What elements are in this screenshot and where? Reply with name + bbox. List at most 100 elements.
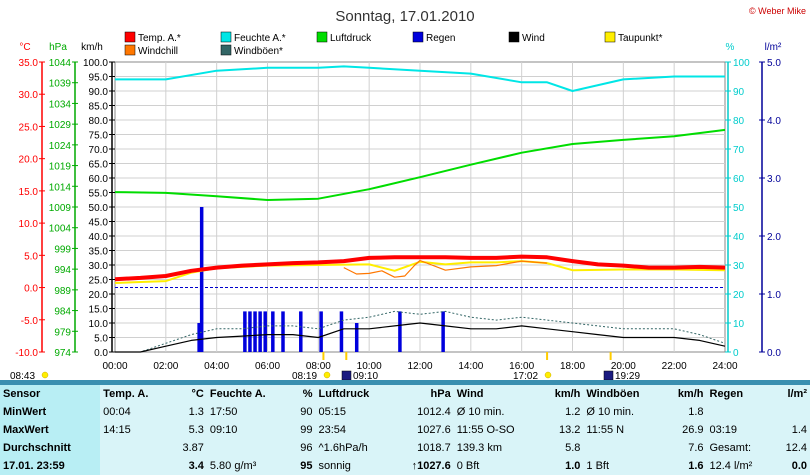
- rain-tick-label: 2.0: [767, 232, 781, 243]
- x-tick-label: 00:00: [102, 361, 127, 372]
- summary-header-cell: km/h: [540, 385, 584, 403]
- wind-tick-label: 95.0: [89, 73, 109, 84]
- wind-tick-label: 85.0: [89, 102, 109, 113]
- summary-cell: 11:55 N: [583, 421, 664, 439]
- x-tick-label: 10:00: [357, 361, 382, 372]
- sun-icon: [323, 371, 331, 379]
- summary-cell: 14:15: [100, 421, 170, 439]
- summary-cell: 5.80 g/m³: [206, 457, 291, 475]
- windchill-line: [343, 259, 548, 278]
- summary-cell: 3.87: [169, 439, 207, 457]
- legend-swatch: [508, 31, 520, 43]
- summary-header-cell: Feuchte A.: [206, 385, 291, 403]
- legend-label: Feuchte A.*: [234, 33, 286, 44]
- rain-bars: [197, 207, 445, 352]
- summary-cell: 12.4: [772, 439, 810, 457]
- x-tick-label: 12:00: [407, 361, 432, 372]
- rain-bar: [441, 311, 445, 352]
- legend-label: Taupunkt*: [618, 33, 663, 44]
- pressure-tick-label: 1029: [49, 120, 72, 131]
- summary-header-cell: Regen: [706, 385, 773, 403]
- x-tick-label: 24:00: [712, 361, 737, 372]
- rain-tick-label: 5.0: [767, 58, 781, 69]
- pressure-tick-label: 1019: [49, 162, 72, 173]
- humidity-tick-label: 100: [733, 58, 750, 69]
- temp-tick-label: 10.0: [19, 219, 39, 230]
- summary-cell: 0.0: [772, 457, 810, 475]
- summary-cell: 11:55 O-SO: [453, 421, 541, 439]
- rain-bar: [197, 323, 201, 352]
- summary-cell: MaxWert: [0, 421, 101, 439]
- weather-chart: Sonntag, 17.01.2010 © Weber Mike Temp. A…: [10, 6, 806, 380]
- legend-label: Regen: [426, 33, 455, 44]
- legend-swatch: [412, 31, 424, 43]
- temp-tick-label: 5.0: [24, 251, 38, 262]
- temp-tick-label: -10.0: [15, 348, 38, 359]
- rain-bar: [319, 311, 323, 352]
- summary-cell: 96: [290, 439, 316, 457]
- humidity-tick-label: 70: [733, 145, 745, 156]
- wind-tick-label: 70.0: [89, 145, 109, 156]
- summary-top-bar: [0, 380, 810, 385]
- legend-swatch: [124, 31, 136, 43]
- pressure-tick-label: 1044: [49, 58, 72, 69]
- summary-header-cell: Sensor: [0, 385, 101, 403]
- rain-tick-label: 3.0: [767, 174, 781, 185]
- humidity-tick-label: 60: [733, 174, 745, 185]
- sun-moon-events: 08:43 08:19 09:10 17:02 19:29: [10, 352, 640, 380]
- summary-cell: 1.0: [540, 457, 584, 475]
- legend-label: Temp. A.*: [138, 33, 181, 44]
- wind-tick-label: 20.0: [89, 290, 109, 301]
- summary-header-cell: Wind: [453, 385, 541, 403]
- summary-cell: 3.4: [169, 457, 207, 475]
- summary-cell: ^1.6hPa/h: [315, 439, 393, 457]
- summary-cell: Ø 10 min.: [583, 403, 664, 421]
- summary-cell: 1.2: [540, 403, 584, 421]
- temp-tick-label: 15.0: [19, 187, 39, 198]
- summary-header-cell: Temp. A.: [100, 385, 170, 403]
- temp-tick-label: 20.0: [19, 155, 39, 166]
- summary-cell: 1.8: [663, 403, 707, 421]
- summary-header-cell: hPa: [392, 385, 454, 403]
- summary-cell: 05:15: [315, 403, 393, 421]
- temp-tick-label: 0.0: [24, 284, 38, 295]
- pressure-unit: hPa: [49, 42, 67, 53]
- moon-icon: [603, 370, 614, 380]
- rain-bar: [271, 311, 275, 352]
- pressure-tick-label: 984: [54, 307, 71, 318]
- summary-header-cell: l/m²: [772, 385, 810, 403]
- wind-tick-label: 15.0: [89, 305, 109, 316]
- humidity-tick-label: 50: [733, 203, 745, 214]
- legend-swatch: [316, 31, 328, 43]
- event-label: 17:02: [513, 371, 538, 380]
- rain-tick-label: 4.0: [767, 116, 781, 127]
- pressure-tick-label: 1009: [49, 203, 72, 214]
- sun-icon: [544, 371, 552, 379]
- gusts-line: [115, 310, 726, 353]
- pressure-tick-label: 989: [54, 286, 71, 297]
- rain-bar: [199, 207, 204, 352]
- rain-bar: [253, 311, 257, 352]
- summary-cell: Gesamt:: [706, 439, 773, 457]
- summary-header-cell: km/h: [663, 385, 707, 403]
- wind-tick-label: 30.0: [89, 261, 109, 272]
- humidity-tick-label: 20: [733, 290, 745, 301]
- summary-cell: ↑1027.6: [392, 457, 454, 475]
- legend-swatch: [220, 31, 232, 43]
- summary-cell: 95: [290, 457, 316, 475]
- temp-tick-label: 25.0: [19, 122, 39, 133]
- legend-label: Luftdruck: [330, 33, 372, 44]
- rain-tick-label: 0.0: [767, 348, 781, 359]
- wind-tick-label: 10.0: [89, 319, 109, 330]
- event-label: 09:10: [353, 371, 378, 380]
- summary-header-row: Sensor Temp. A. °C Feuchte A.% Luftdruck hPa W…: [0, 385, 810, 403]
- x-tick-label: 06:00: [255, 361, 280, 372]
- wind-tick-label: 60.0: [89, 174, 109, 185]
- humidity-tick-label: 80: [733, 116, 745, 127]
- summary-table: Sensor Temp. A. °C Feuchte A.% Luftdruck hPa W…: [0, 385, 810, 475]
- legend-label: Wind: [522, 33, 545, 44]
- x-tick-label: 02:00: [153, 361, 178, 372]
- x-tick-label: 18:00: [560, 361, 585, 372]
- grid: [114, 61, 726, 353]
- summary-cell: [583, 439, 664, 457]
